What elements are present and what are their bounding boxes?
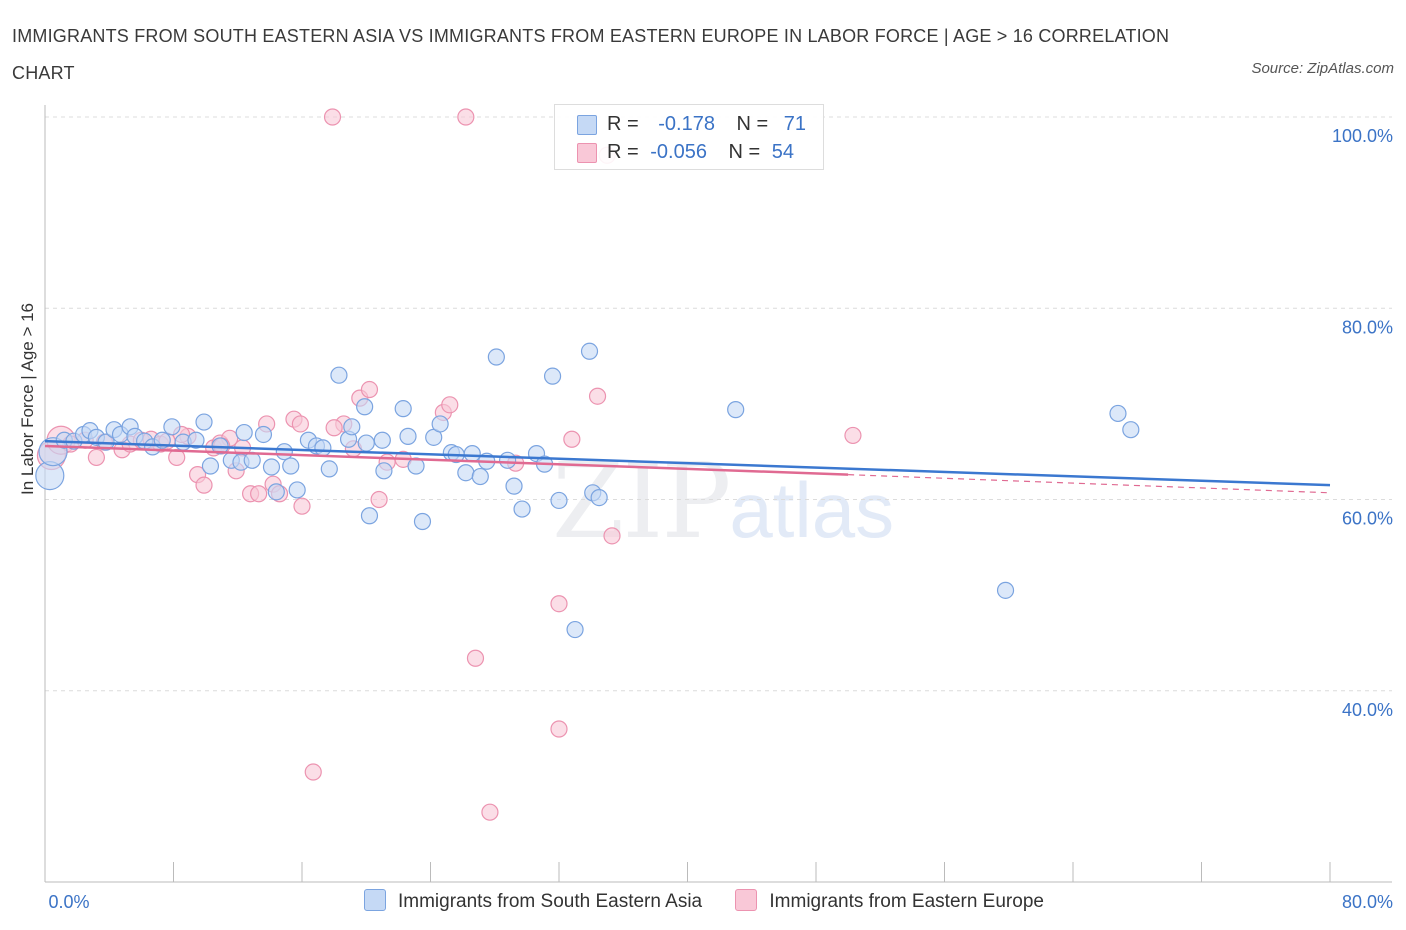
legend-label: Immigrants from South Eastern Asia — [398, 891, 703, 912]
correlation-legend: R = -0.178 N = 71 R = -0.056 N = 54 — [554, 104, 824, 170]
legend-swatch-blue — [577, 114, 597, 135]
point-south-eastern-asia — [590, 488, 608, 507]
point-south-eastern-asia — [727, 401, 745, 419]
legend-swatch-pink — [577, 142, 597, 163]
point-south-eastern-asia — [431, 415, 449, 433]
legend-r-label: R = — [607, 113, 639, 135]
point-south-eastern-asia — [394, 400, 412, 418]
point-south-eastern-asia — [187, 431, 205, 449]
trendline-eastern-europe-extension — [848, 474, 1331, 494]
legend-n-label: N = — [728, 141, 761, 163]
legend-item-eastern-europe[interactable]: Immigrants from Eastern Europe — [735, 889, 1044, 913]
y-tick-label: 100.0% — [1332, 126, 1393, 146]
point-south-eastern-asia — [235, 423, 253, 442]
point-south-eastern-asia — [282, 457, 300, 475]
point-south-eastern-asia — [357, 434, 375, 452]
y-tick-label: 80.0% — [1342, 317, 1393, 337]
point-eastern-europe — [370, 490, 388, 509]
point-south-eastern-asia — [373, 431, 391, 449]
point-south-eastern-asia — [543, 367, 562, 385]
point-eastern-europe — [360, 380, 379, 399]
legend-swatch-pink — [735, 889, 758, 911]
legend-n-value: 71 — [783, 113, 807, 135]
chart-title: IMMIGRANTS FROM SOUTH EASTERN ASIA VS IM… — [12, 26, 1170, 83]
point-south-eastern-asia — [566, 620, 584, 639]
point-south-eastern-asia — [375, 462, 393, 480]
y-tick-label: 40.0% — [1342, 700, 1393, 720]
watermark-atlas: atlas — [729, 466, 895, 554]
point-eastern-europe — [441, 396, 459, 414]
point-south-eastern-asia — [499, 451, 517, 469]
point-south-eastern-asia — [356, 398, 374, 416]
point-south-eastern-asia — [1109, 404, 1127, 423]
legend-n-value: 54 — [771, 141, 795, 163]
point-eastern-europe — [481, 803, 499, 821]
point-south-eastern-asia — [513, 500, 531, 518]
point-eastern-europe — [325, 419, 343, 437]
source-label: Source: ZipAtlas.com — [1251, 60, 1394, 77]
legend-item-south-eastern-asia[interactable]: Immigrants from South Eastern Asia — [364, 889, 702, 913]
x-tick-label: 80.0% — [1342, 892, 1393, 912]
point-south-eastern-asia — [201, 457, 220, 475]
point-south-eastern-asia — [1122, 421, 1140, 439]
point-south-eastern-asia — [330, 366, 348, 384]
point-eastern-europe — [195, 476, 213, 494]
point-eastern-europe — [87, 448, 106, 467]
point-eastern-europe — [588, 387, 607, 405]
point-eastern-europe — [563, 430, 581, 448]
series-legend: Immigrants from South Eastern Asia Immig… — [364, 889, 1072, 913]
point-south-eastern-asia — [254, 425, 273, 444]
point-south-eastern-asia — [457, 464, 475, 482]
point-south-eastern-asia — [505, 477, 523, 495]
point-south-eastern-asia — [487, 348, 505, 366]
point-eastern-europe — [323, 108, 342, 126]
point-eastern-europe — [466, 649, 485, 667]
point-south-eastern-asia — [320, 460, 338, 478]
point-south-eastern-asia — [288, 481, 306, 499]
point-eastern-europe — [844, 426, 862, 445]
point-eastern-europe — [293, 497, 311, 515]
point-eastern-europe — [550, 595, 568, 613]
point-south-eastern-asia — [262, 458, 281, 476]
point-south-eastern-asia — [471, 467, 489, 486]
point-south-eastern-asia — [314, 439, 332, 457]
point-south-eastern-asia — [343, 418, 361, 436]
legend-row-blue: R = -0.178 N = 71 — [577, 111, 806, 137]
point-eastern-europe — [603, 527, 621, 545]
point-eastern-europe — [457, 108, 475, 126]
point-south-eastern-asia — [550, 491, 568, 510]
point-south-eastern-asia — [275, 443, 293, 461]
legend-label: Immigrants from Eastern Europe — [769, 891, 1044, 912]
legend-n-label: N = — [736, 113, 769, 135]
point-south-eastern-asia — [463, 445, 481, 463]
trendline-eastern-europe — [44, 444, 849, 476]
legend-row-pink: R = -0.056 N = 54 — [577, 139, 794, 165]
legend-r-value: -0.056 — [650, 141, 707, 163]
point-eastern-europe — [291, 415, 309, 433]
point-south-eastern-asia — [399, 427, 417, 445]
point-south-eastern-asia — [195, 413, 213, 431]
trendline-south-eastern-asia — [44, 439, 1331, 487]
point-south-eastern-asia — [580, 342, 599, 360]
legend-r-value: -0.178 — [658, 113, 715, 135]
legend-swatch-blue — [364, 889, 386, 911]
point-eastern-europe — [550, 720, 568, 738]
point-eastern-europe — [304, 763, 322, 781]
point-south-eastern-asia — [413, 512, 432, 531]
legend-r-label: R = — [607, 141, 639, 163]
point-south-eastern-asia — [996, 581, 1015, 599]
point-south-eastern-asia — [360, 507, 379, 525]
point-south-eastern-asia — [267, 483, 285, 501]
y-tick-label: 60.0% — [1342, 509, 1393, 529]
point-south-eastern-asia — [163, 418, 181, 436]
x-tick-label: 0.0% — [48, 892, 89, 912]
point-eastern-europe — [250, 485, 268, 503]
